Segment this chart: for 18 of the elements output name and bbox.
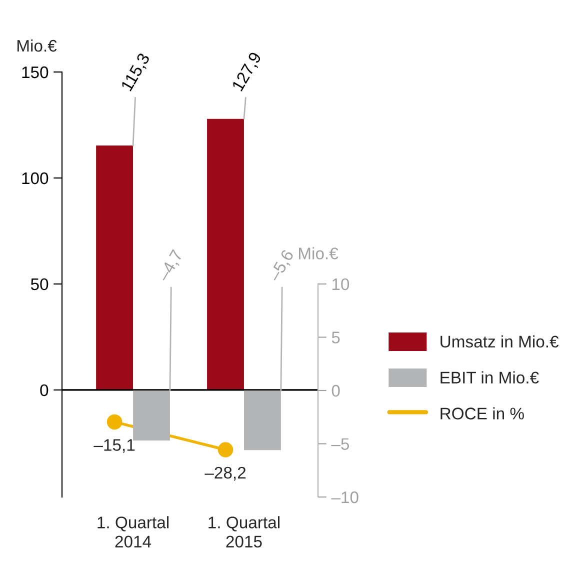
- data-label: –15,1: [94, 439, 135, 453]
- legend-label: Umsatz in Mio.€: [440, 335, 559, 348]
- legend-label: EBIT in Mio.€: [440, 371, 539, 384]
- y2-tick-label: 5: [332, 332, 340, 344]
- y-tick-label: 0: [40, 384, 48, 396]
- y2-tick-label: 0: [332, 384, 340, 397]
- y-tick-label: 50: [30, 278, 48, 290]
- y2-tick-label: –10: [331, 491, 358, 504]
- legend-label: ROCE in %: [440, 407, 524, 420]
- y2-axis-title: Mio.€: [298, 247, 338, 260]
- x-tick-label: 1. Quartal 2015: [208, 516, 280, 548]
- y-tick-label: 150: [22, 66, 48, 78]
- y-axis-title: Mio.€: [17, 39, 57, 52]
- y-tick-label: 100: [22, 172, 48, 184]
- data-label: –28,2: [204, 466, 246, 481]
- y2-tick-label: 10: [332, 278, 350, 290]
- y2-tick-label: –5: [331, 438, 350, 450]
- x-tick-label: 1. Quartal 2014: [98, 516, 168, 548]
